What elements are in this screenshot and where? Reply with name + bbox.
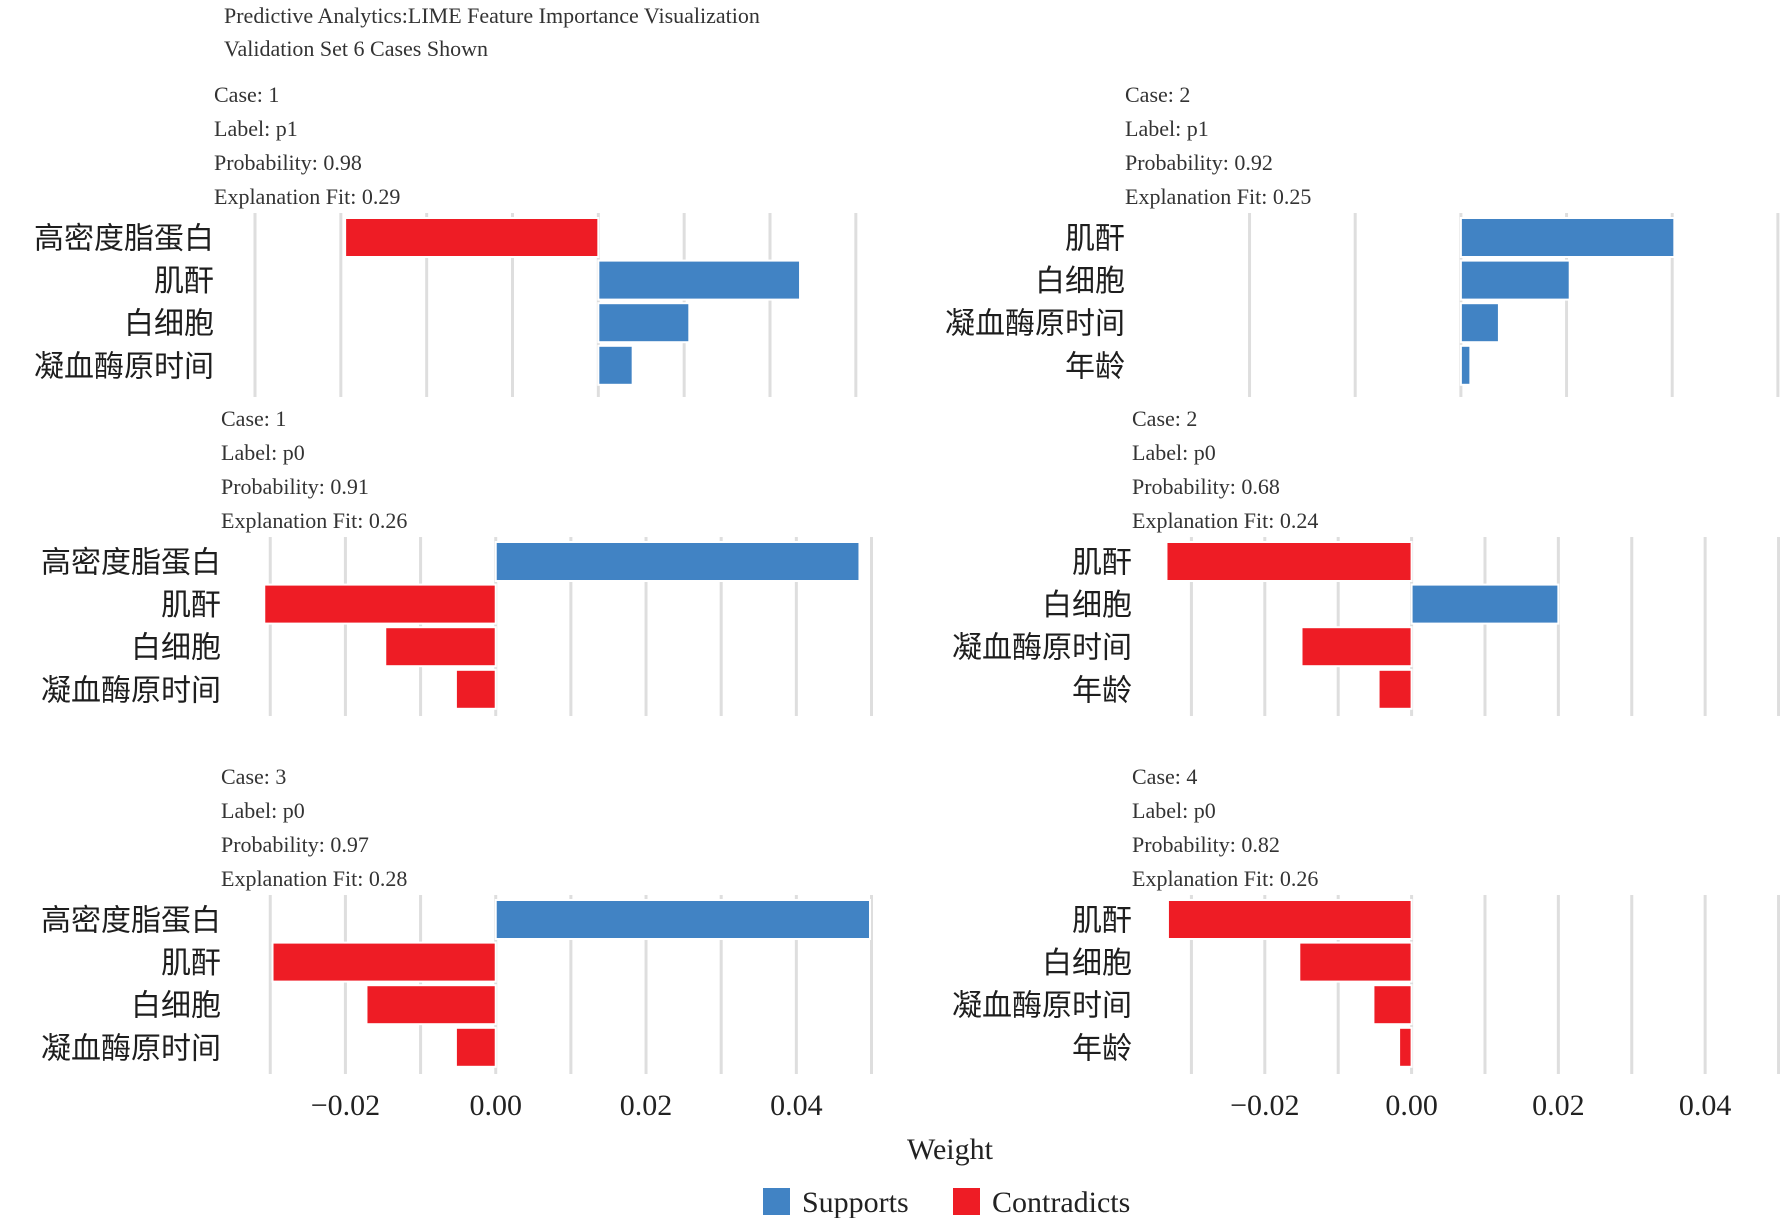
panel-header-line: Explanation Fit: 0.28 <box>221 866 407 891</box>
feature-bar <box>1300 626 1413 668</box>
feature-label: 凝血酶原时间 <box>952 631 1132 666</box>
panel-2: Case: 2 Label: p1 Probability: 0.92 Explana… <box>945 82 1780 397</box>
panel-5: Case: 3 Label: p0 Probability: 0.97 Explana… <box>41 764 873 1074</box>
feature-label: 肌酐 <box>154 264 214 299</box>
feature-bar <box>454 668 497 710</box>
legend-swatch <box>763 1188 790 1215</box>
feature-label: 凝血酶原时间 <box>41 673 221 708</box>
panels: Case: 1 Label: p1 Probability: 0.98 Explana… <box>34 82 1780 1074</box>
panel-3: Case: 1 Label: p0 Probability: 0.91 Explana… <box>41 406 873 716</box>
feature-label: 年龄 <box>1065 349 1125 384</box>
panel-header-line: Probability: 0.91 <box>221 474 369 499</box>
feature-label: 肌酐 <box>1072 546 1132 581</box>
feature-bar <box>1459 302 1500 344</box>
feature-label: 凝血酶原时间 <box>41 1031 221 1066</box>
panel-header-line: Explanation Fit: 0.29 <box>214 184 400 209</box>
feature-bar <box>494 899 871 940</box>
feature-bar <box>597 302 691 344</box>
legend-label: Contradicts <box>992 1186 1130 1218</box>
feature-bar <box>1372 984 1413 1026</box>
panel-header-line: Explanation Fit: 0.25 <box>1125 184 1311 209</box>
feature-bar <box>271 941 497 983</box>
feature-label: 肌酐 <box>1065 222 1125 257</box>
feature-label: 凝血酶原时间 <box>34 349 214 384</box>
feature-label: 白细胞 <box>131 631 221 666</box>
x-tick-label: 0.02 <box>1532 1089 1585 1122</box>
feature-bar <box>263 583 497 625</box>
feature-label: 白细胞 <box>1035 264 1125 299</box>
panel-4: Case: 2 Label: p0 Probability: 0.68 Explana… <box>952 406 1780 716</box>
feature-bar <box>1298 941 1413 983</box>
panel-header-line: Probability: 0.82 <box>1132 832 1280 857</box>
feature-label: 高密度脂蛋白 <box>41 904 221 939</box>
panel-header-line: Label: p0 <box>1132 798 1216 823</box>
feature-bar <box>384 626 497 668</box>
x-axis-label: Weight <box>907 1133 994 1166</box>
feature-label: 凝血酶原时间 <box>952 989 1132 1024</box>
legend-item-supports: Supports <box>763 1186 909 1218</box>
x-tick-label: 0.00 <box>1385 1089 1438 1122</box>
feature-label: 肌酐 <box>161 588 221 623</box>
panel-header-line: Case: 4 <box>1132 764 1197 789</box>
feature-label: 白细胞 <box>124 307 214 342</box>
feature-bar <box>1377 668 1413 710</box>
feature-bar <box>454 1026 497 1068</box>
feature-bar <box>365 984 497 1026</box>
feature-label: 白细胞 <box>1042 588 1132 623</box>
legend: Supports Contradicts <box>763 1186 1130 1218</box>
x-tick-label: −0.02 <box>311 1089 380 1122</box>
feature-bar <box>1459 344 1472 386</box>
panel-header-line: Case: 2 <box>1125 82 1190 107</box>
feature-label: 凝血酶原时间 <box>945 307 1125 342</box>
feature-label: 白细胞 <box>1042 946 1132 981</box>
feature-label: 白细胞 <box>131 989 221 1024</box>
panel-6: Case: 4 Label: p0 Probability: 0.82 Explana… <box>952 764 1780 1074</box>
feature-bar <box>344 217 600 258</box>
panel-header-line: Label: p1 <box>1125 116 1209 141</box>
feature-bar <box>1165 541 1413 582</box>
x-tick-label: 0.04 <box>770 1089 823 1122</box>
feature-label: 肌酐 <box>1072 904 1132 939</box>
feature-label: 年龄 <box>1072 673 1132 708</box>
legend-swatch <box>953 1188 980 1215</box>
panel-header-line: Case: 2 <box>1132 406 1197 431</box>
feature-bar <box>494 541 861 582</box>
feature-bar <box>597 259 802 301</box>
x-axes: −0.02 0.00 0.02 0.04 −0.02 0.00 0.02 0.04 <box>311 1089 1732 1122</box>
panel-header-line: Label: p0 <box>221 440 305 465</box>
panel-header-line: Explanation Fit: 0.26 <box>221 508 407 533</box>
panel-header-line: Probability: 0.98 <box>214 150 362 175</box>
feature-label: 高密度脂蛋白 <box>41 546 221 581</box>
panel-header-line: Case: 1 <box>221 406 286 431</box>
panel-header-line: Label: p1 <box>214 116 298 141</box>
panel-header-line: Label: p0 <box>221 798 305 823</box>
feature-bar <box>1166 899 1413 940</box>
x-tick-label: 0.02 <box>620 1089 673 1122</box>
panel-header-line: Probability: 0.92 <box>1125 150 1273 175</box>
feature-bar <box>1398 1026 1413 1068</box>
feature-bar <box>1459 259 1571 301</box>
feature-label: 高密度脂蛋白 <box>34 222 214 257</box>
panel-1: Case: 1 Label: p1 Probability: 0.98 Explana… <box>34 82 858 397</box>
panel-header-line: Probability: 0.68 <box>1132 474 1280 499</box>
chart-title: Predictive Analytics:LIME Feature Import… <box>224 3 760 28</box>
panel-header-line: Label: p0 <box>1132 440 1216 465</box>
feature-label: 肌酐 <box>161 946 221 981</box>
feature-bar <box>1459 217 1676 258</box>
feature-bar <box>1410 583 1560 625</box>
panel-header-line: Case: 1 <box>214 82 279 107</box>
x-tick-label: −0.02 <box>1230 1089 1299 1122</box>
feature-bar <box>597 344 634 386</box>
x-tick-label: 0.04 <box>1679 1089 1732 1122</box>
panel-header-line: Probability: 0.97 <box>221 832 369 857</box>
chart-subtitle: Validation Set 6 Cases Shown <box>224 36 488 61</box>
legend-item-contradicts: Contradicts <box>953 1186 1130 1218</box>
feature-label: 年龄 <box>1072 1031 1132 1066</box>
x-tick-label: 0.00 <box>469 1089 522 1122</box>
legend-label: Supports <box>802 1186 909 1218</box>
panel-header-line: Explanation Fit: 0.24 <box>1132 508 1318 533</box>
panel-header-line: Case: 3 <box>221 764 286 789</box>
panel-header-line: Explanation Fit: 0.26 <box>1132 866 1318 891</box>
